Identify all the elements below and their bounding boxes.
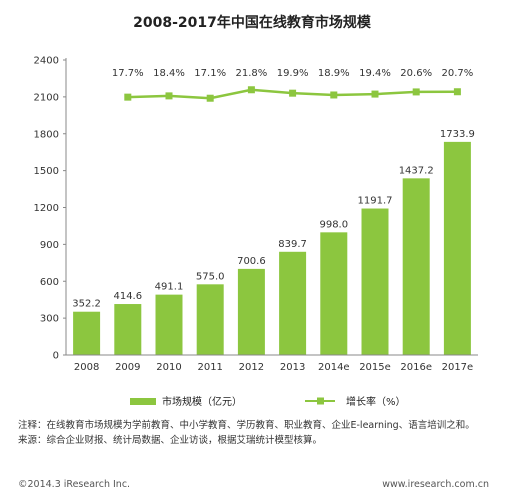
growth-value-label: 18.9%: [318, 68, 350, 79]
bar-value-label: 1733.9: [440, 129, 475, 140]
growth-point: [371, 90, 379, 98]
x-axis: 2008 2009 2010 2011 2012 2013 2014e 2015e 2016e 2…: [66, 354, 478, 373]
growth-value-label: 19.9%: [277, 68, 309, 79]
growth-value-label: 20.7%: [442, 68, 474, 79]
x-tick-label: 2016e: [400, 362, 432, 373]
bar-value-label: 998.0: [319, 219, 348, 230]
bar: [196, 284, 224, 355]
legend-line-marker: [317, 397, 324, 405]
y-axis: 0 300 600 900 1200 1500 1800 2100 2400: [34, 56, 67, 362]
bar-labels: 352.2 414.6 491.1 575.0 700.6 839.7 998.0 1191.…: [72, 129, 475, 310]
chart-title: 2008-2017年中国在线教育市场规模: [133, 14, 372, 31]
y-tick-label: 2400: [34, 56, 59, 67]
bar: [237, 268, 265, 355]
growth-point: [247, 86, 255, 94]
y-tick-label: 1500: [34, 166, 59, 177]
y-tick-label: 0: [53, 351, 59, 362]
x-tick-label: 2017e: [442, 362, 474, 373]
y-tick-label: 1800: [34, 129, 59, 140]
note-text: 注释：在线教育市场规模为学前教育、中小学教育、学历教育、职业教育、企业E-lea…: [18, 420, 475, 431]
x-tick-label: 2014e: [318, 362, 350, 373]
bar-value-label: 1191.7: [358, 196, 393, 207]
legend-bar-label: 市场规模（亿元）: [162, 395, 242, 408]
growth-value-label: 20.6%: [400, 68, 432, 79]
growth-line: [124, 86, 461, 102]
bar: [443, 141, 471, 355]
y-tick-label: 900: [40, 240, 59, 251]
growth-point: [453, 88, 461, 96]
bar: [114, 304, 142, 355]
website-text: www.iresearch.com.cn: [382, 479, 489, 490]
source-text: 来源：综合企业财报、统计局数据、企业访谈，根据艾瑞统计模型核算。: [18, 435, 323, 446]
growth-point: [412, 88, 420, 96]
y-tick-label: 600: [40, 277, 59, 288]
legend-line-label: 增长率（%）: [346, 395, 406, 408]
bar: [320, 232, 348, 355]
x-tick-label: 2015e: [359, 362, 391, 373]
copyright-text: ©2014.3 iResearch Inc.: [18, 479, 131, 490]
growth-value-label: 18.4%: [153, 68, 185, 79]
growth-labels: 17.7% 18.4% 17.1% 21.8% 19.9% 18.9% 19.4% 20.6%…: [112, 68, 473, 79]
x-tick-label: 2012: [239, 362, 264, 373]
growth-value-label: 17.1%: [194, 68, 226, 79]
growth-value-label: 17.7%: [112, 68, 144, 79]
legend: 市场规模（亿元） 增长率（%）: [130, 395, 406, 408]
growth-value-label: 21.8%: [236, 68, 268, 79]
bar-value-label: 352.2: [72, 299, 101, 310]
bar-value-label: 1437.2: [399, 165, 434, 176]
growth-point: [165, 92, 173, 100]
growth-point: [289, 89, 297, 97]
x-tick-label: 2009: [115, 362, 140, 373]
bar-value-label: 414.6: [113, 291, 142, 302]
x-tick-label: 2011: [197, 362, 222, 373]
growth-point: [206, 94, 214, 102]
growth-point: [330, 91, 338, 99]
bar: [402, 178, 430, 355]
bar-value-label: 575.0: [196, 271, 225, 282]
bars: [73, 141, 471, 355]
x-tick-label: 2010: [156, 362, 181, 373]
growth-value-label: 19.4%: [359, 68, 391, 79]
growth-point: [124, 93, 132, 101]
bar-value-label: 839.7: [278, 239, 307, 250]
notes: 注释：在线教育市场规模为学前教育、中小学教育、学历教育、职业教育、企业E-lea…: [18, 418, 493, 448]
bar: [279, 251, 307, 355]
bar: [155, 294, 183, 355]
y-tick-label: 2100: [34, 92, 59, 103]
y-tick-label: 1200: [34, 203, 59, 214]
x-tick-label: 2008: [74, 362, 99, 373]
y-tick-label: 300: [40, 314, 59, 325]
x-tick-label: 2013: [280, 362, 305, 373]
bar-value-label: 700.6: [237, 256, 266, 267]
bar-value-label: 491.1: [155, 282, 184, 293]
legend-bar-swatch: [130, 398, 156, 405]
bar: [73, 311, 101, 355]
bar: [361, 208, 389, 355]
